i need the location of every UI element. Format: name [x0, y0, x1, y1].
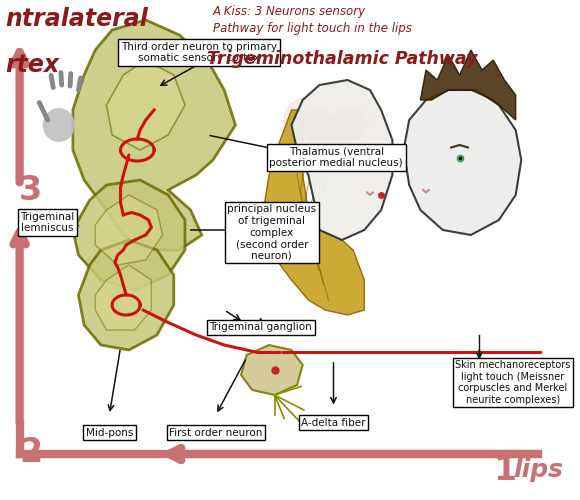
Polygon shape [95, 265, 151, 330]
Polygon shape [107, 60, 185, 150]
Text: ntralateral: ntralateral [6, 8, 148, 32]
Text: Mid-pons: Mid-pons [86, 428, 133, 438]
Polygon shape [300, 108, 367, 162]
Polygon shape [420, 50, 516, 120]
Text: Trigeminothalamic Pathway: Trigeminothalamic Pathway [208, 50, 478, 68]
Text: 1: 1 [493, 454, 516, 486]
Text: 3: 3 [19, 174, 42, 206]
Polygon shape [404, 90, 521, 235]
Polygon shape [73, 20, 235, 250]
Polygon shape [241, 345, 303, 395]
Text: rtex: rtex [6, 52, 60, 76]
Text: lips: lips [513, 458, 563, 482]
Text: Third order neuron to primary
somatic sensory cortex: Third order neuron to primary somatic se… [121, 42, 277, 64]
Polygon shape [303, 110, 364, 159]
Polygon shape [95, 195, 162, 265]
Polygon shape [293, 104, 374, 168]
Text: Trigeminal
lemniscus: Trigeminal lemniscus [20, 212, 75, 234]
Polygon shape [284, 97, 383, 176]
Text: principal nucleus
of trigeminal
complex
(second order
neuron): principal nucleus of trigeminal complex … [227, 204, 317, 260]
Text: 2: 2 [19, 436, 42, 469]
Polygon shape [78, 240, 174, 350]
Text: Thalamus (ventral
posterior medial nucleus): Thalamus (ventral posterior medial nucle… [270, 146, 403, 169]
Polygon shape [292, 80, 392, 240]
Text: A Kiss: 3 Neurons sensory
Pathway for light touch in the lips: A Kiss: 3 Neurons sensory Pathway for li… [213, 5, 412, 35]
Ellipse shape [44, 109, 74, 141]
Text: Skin mechanoreceptors
light touch (Meissner
corpuscles and Merkel
neurite comple: Skin mechanoreceptors light touch (Meiss… [455, 360, 571, 405]
Polygon shape [263, 110, 364, 315]
Text: A-delta fiber: A-delta fiber [301, 418, 366, 428]
Text: First order neuron: First order neuron [169, 428, 263, 438]
Polygon shape [73, 180, 185, 290]
Text: Trigeminal ganglion: Trigeminal ganglion [209, 322, 312, 332]
